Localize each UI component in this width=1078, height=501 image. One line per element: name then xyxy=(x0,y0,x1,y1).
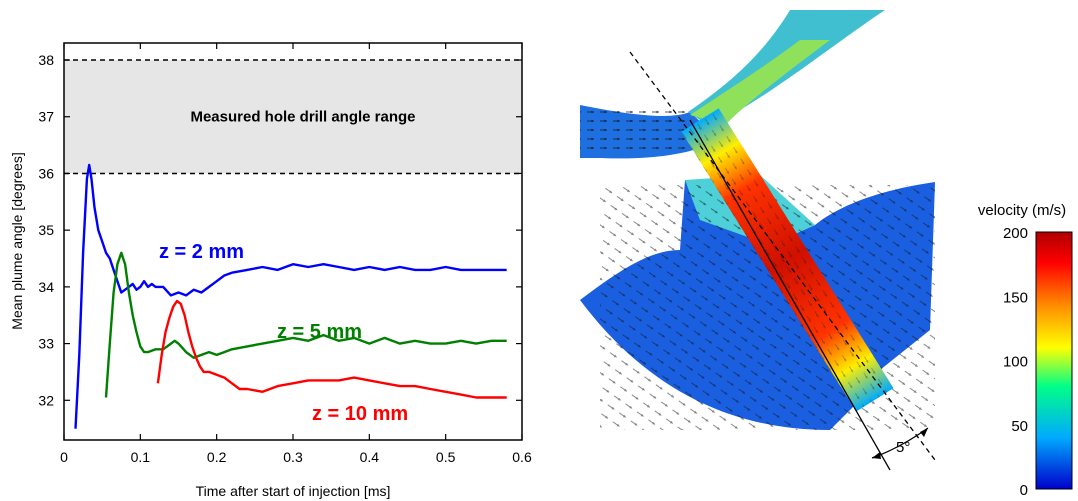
colorbar-tick-label: 150 xyxy=(1003,289,1028,306)
x-tick-label: 0 xyxy=(60,449,68,465)
cfd-velocity-field: 5° velocity (m/s) 200 150 100 50 0 xyxy=(580,10,1073,499)
y-tick-label: 38 xyxy=(38,52,54,68)
x-tick-label: 0.1 xyxy=(131,449,151,465)
angle-label: 5° xyxy=(896,439,910,456)
colorbar-ticks: 200 150 100 50 0 xyxy=(1003,225,1028,499)
label-z10: z = 10 mm xyxy=(312,403,408,425)
y-tick-label: 33 xyxy=(38,336,54,352)
y-tick-label: 36 xyxy=(38,165,54,181)
label-z2: z = 2 mm xyxy=(159,241,244,263)
y-tick-label: 34 xyxy=(38,279,54,295)
colorbar-tick-label: 200 xyxy=(1003,225,1028,242)
series-layer xyxy=(74,163,507,429)
series-line-3 xyxy=(156,299,507,399)
colorbar-tick-label: 100 xyxy=(1003,354,1028,371)
throat-core xyxy=(690,40,830,125)
y-tick-label: 37 xyxy=(38,109,54,125)
x-tick-label: 0.5 xyxy=(436,449,456,465)
upper-channel-arrows xyxy=(580,110,690,155)
y-tick-label: 32 xyxy=(38,392,54,408)
colorbar-title: velocity (m/s) xyxy=(978,202,1066,219)
x-tick-label: 0.3 xyxy=(283,449,303,465)
colorbar xyxy=(1035,231,1073,490)
x-axis-label: Time after start of injection [ms] xyxy=(196,483,391,499)
x-tick-label: 0.6 xyxy=(512,449,532,465)
series-line-1 xyxy=(74,163,507,429)
angle-arrow-left xyxy=(872,452,881,459)
label-z5: z = 5 mm xyxy=(277,321,362,343)
jet-plume xyxy=(681,108,894,412)
series-line-2 xyxy=(104,251,507,398)
plume-angle-chart: Measured hole drill angle range 0 0.1 0.2 0… xyxy=(9,42,532,499)
colorbar-tick-label: 50 xyxy=(1011,418,1028,435)
y-tick-label: 35 xyxy=(38,222,54,238)
x-tick-label: 0.4 xyxy=(360,449,380,465)
angle-arrow-right xyxy=(920,428,928,437)
x-tick-label: 0.2 xyxy=(207,449,227,465)
y-axis-label: Mean plume angle [degrees] xyxy=(9,152,25,329)
band-label: Measured hole drill angle range xyxy=(190,109,415,126)
ticks-layer: 0 0.1 0.2 0.3 0.4 0.5 0.6 32 33 34 35 36 37 38 xyxy=(38,43,532,465)
colorbar-tick-label: 0 xyxy=(1020,482,1028,499)
measured-angle-band xyxy=(64,60,522,174)
plume-axis-line xyxy=(689,119,891,471)
hole-axis-dashed-line xyxy=(629,51,936,461)
